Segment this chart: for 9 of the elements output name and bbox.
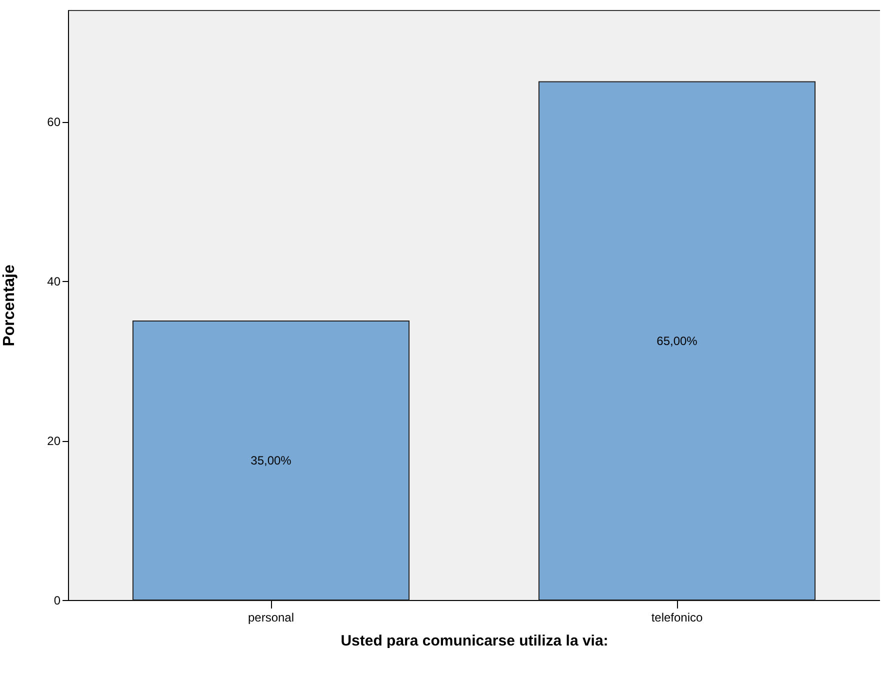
y-tick-label: 60 xyxy=(47,115,61,130)
data-label: 35,00% xyxy=(250,453,292,468)
y-axis-title: Porcentaje xyxy=(1,264,18,346)
data-label: 65,00% xyxy=(656,334,698,348)
y-tick-label: 20 xyxy=(47,434,61,448)
x-tick-label: telefonico xyxy=(651,610,704,624)
y-tick-label: 40 xyxy=(47,274,61,289)
y-tick-label: 0 xyxy=(54,594,61,608)
x-tick-label: personal xyxy=(248,610,294,624)
